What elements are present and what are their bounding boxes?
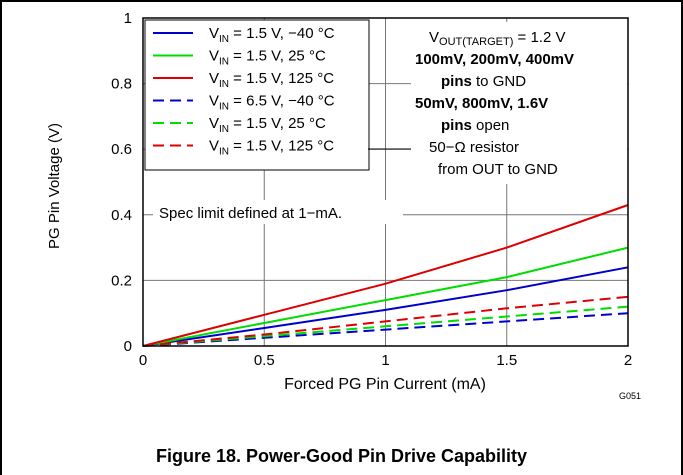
legend-label-1: VIN = 1.5 V, −40 °C (209, 25, 335, 45)
conditions-line-1: VOUT(TARGET) = 1.2 V (429, 29, 565, 48)
series-line-6 (142, 295, 629, 347)
y-tick-label: 0.2 (111, 272, 132, 289)
figure-code: G051 (619, 391, 641, 401)
conditions-annotation: VOUT(TARGET) = 1.2 V 100mV, 200mV, 400mV p… (411, 22, 627, 184)
series-line-5 (142, 305, 629, 347)
axis-ticks: 0 0.5 1 1.5 2 0 0.2 0.4 0.6 0.8 1 (111, 10, 632, 369)
legend-label-5: VIN = 1.5 V, 25 °C (209, 115, 326, 135)
legend-label-4: VIN = 6.5 V, −40 °C (209, 93, 335, 113)
y-tick-label: 0.6 (111, 141, 132, 158)
y-axis-title: PG Pin Voltage (V) (46, 123, 63, 249)
conditions-line-2: 100mV, 200mV, 400mV (415, 51, 574, 68)
x-tick-label: 1.5 (496, 352, 517, 369)
x-tick-label: 1 (381, 352, 389, 369)
conditions-line-4: 50mV, 800mV, 1.6V (415, 95, 548, 112)
legend-label-2: VIN = 1.5 V, 25 °C (209, 48, 326, 68)
figure-caption: Figure 18. Power-Good Pin Drive Capabili… (155, 446, 528, 466)
data-series (142, 204, 629, 347)
conditions-line-3: pins to GND (441, 73, 526, 90)
y-tick-label: 0.4 (111, 207, 132, 224)
spec-limit-box (153, 200, 403, 224)
y-tick-label: 1 (124, 10, 132, 27)
y-tick-label: 0 (124, 338, 132, 355)
conditions-box (411, 22, 627, 184)
x-axis-title: Forced PG Pin Current (mA) (284, 376, 486, 393)
y-tick-label: 0.8 (111, 76, 132, 93)
x-tick-label: 0.5 (254, 352, 275, 369)
series-line-4 (142, 312, 629, 347)
plot-area-border (142, 17, 629, 347)
spec-limit-annotation: Spec limit defined at 1−mA. (159, 205, 342, 222)
series-line-3 (142, 204, 629, 347)
legend-box (144, 19, 370, 171)
x-tick-label: 2 (624, 352, 632, 369)
conditions-line-5: pins open (441, 117, 509, 134)
legend-label-3: VIN = 1.5 V, 125 °C (209, 70, 334, 90)
conditions-line-7: from OUT to GND (438, 161, 558, 178)
x-tick-label: 0 (139, 352, 147, 369)
series-line-2 (142, 246, 629, 347)
legend-label-6: VIN = 1.5 V, 125 °C (209, 138, 334, 158)
conditions-line-6: 50−Ω resistor (429, 139, 519, 156)
series-line-1 (142, 266, 629, 347)
